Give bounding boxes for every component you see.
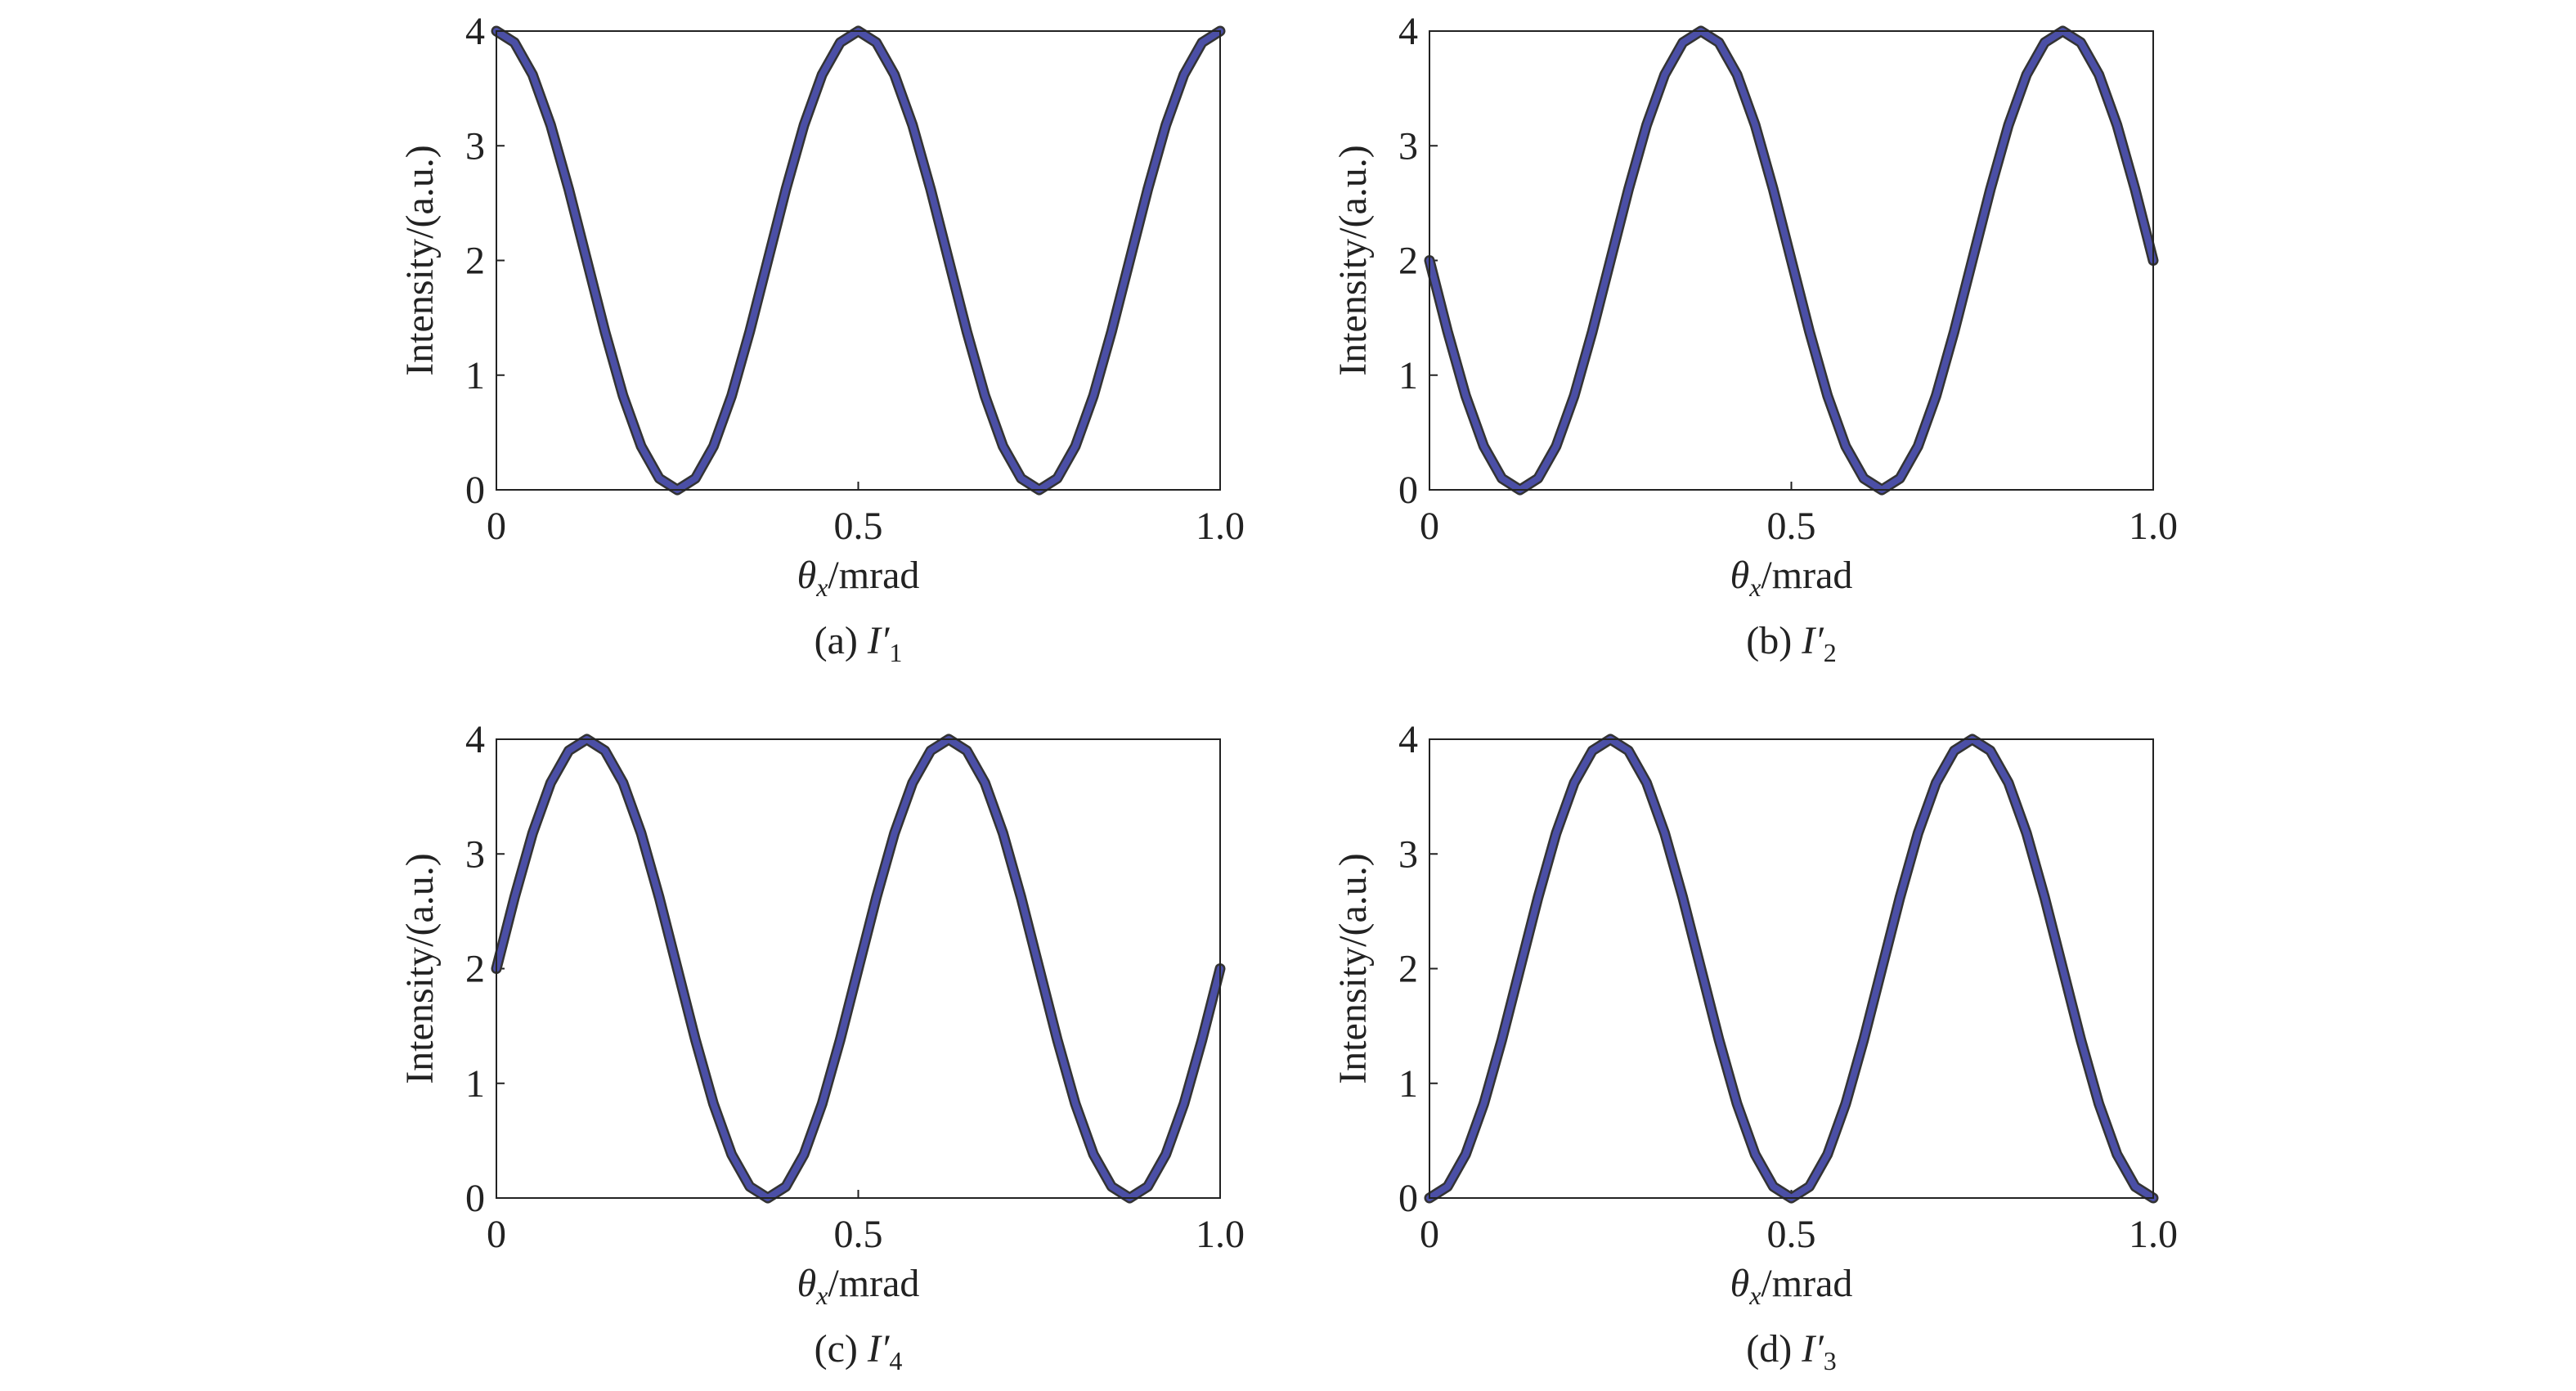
y-tick-label: 3: [1398, 832, 1418, 876]
x-tick-label: 0: [1420, 1213, 1439, 1256]
x-tick-label: 0: [1420, 505, 1439, 548]
x-tick-label: 1.0: [2129, 1213, 2178, 1256]
curve-outline: [491, 25, 1226, 496]
caption-subscript: 4: [889, 1346, 902, 1375]
x-tick-label: 1.0: [1196, 1213, 1245, 1256]
caption-symbol: I′: [867, 619, 891, 662]
plot-frame: [496, 30, 1221, 491]
x-tick-label: 1.0: [2129, 505, 2178, 548]
x-tick-label: 0: [487, 1213, 506, 1256]
y-tick-label: 1: [1398, 354, 1418, 397]
x-axis-label: θx/mrad: [1730, 1262, 1853, 1310]
x-tick-label: 0.5: [834, 505, 883, 548]
x-label-unit: /mrad: [828, 1262, 919, 1305]
x-axis-label: θx/mrad: [797, 554, 920, 602]
curve: [1426, 736, 2156, 1201]
y-tick-label: 0: [1398, 469, 1418, 512]
plot-frame: [1429, 30, 2154, 491]
x-label-unit: /mrad: [1761, 554, 1852, 597]
x-label-symbol: θ: [797, 554, 817, 597]
y-tick-label: 3: [1398, 124, 1418, 168]
y-tick-label: 2: [1398, 948, 1418, 991]
y-tick-label: 0: [465, 1177, 485, 1220]
y-tick-label: 4: [465, 718, 485, 761]
y-tick-label: 3: [465, 124, 485, 168]
y-tick-label: 1: [1398, 1062, 1418, 1106]
x-label-subscript: x: [1748, 1281, 1761, 1310]
panel: 0 1 2 3 4 0 0.5 1.0 Intensity/(a.u.) θx/mrad (a) I′…: [398, 10, 1245, 667]
y-tick-label: 4: [465, 10, 485, 53]
x-label-unit: /mrad: [1761, 1262, 1852, 1305]
caption: (b) I′2: [1746, 619, 1836, 667]
y-axis-label: Intensity/(a.u.): [1331, 853, 1375, 1084]
x-tick-label: 0.5: [1767, 505, 1816, 548]
caption: (d) I′3: [1746, 1327, 1836, 1375]
x-label-subscript: x: [815, 1281, 828, 1310]
curve: [493, 736, 1223, 1201]
y-tick-label: 2: [1398, 240, 1418, 283]
x-tick-label: 0.5: [1767, 1213, 1816, 1256]
y-tick-label: 2: [465, 948, 485, 991]
caption-label: (a): [815, 619, 858, 662]
y-tick-label: 0: [1398, 1177, 1418, 1220]
x-label-symbol: θ: [1730, 554, 1750, 597]
y-axis-label: Intensity/(a.u.): [1331, 145, 1375, 376]
caption-symbol: I′: [1801, 619, 1824, 662]
panel: 0 1 2 3 4 0 0.5 1.0 Intensity/(a.u.) θx/mrad (c) I′…: [398, 718, 1245, 1375]
x-label-symbol: θ: [797, 1262, 817, 1305]
x-tick-label: 0: [487, 505, 506, 548]
y-tick-label: 1: [465, 354, 485, 397]
caption-symbol: I′: [1801, 1327, 1824, 1371]
plot-frame: [496, 738, 1221, 1199]
caption: (c) I′4: [815, 1327, 903, 1375]
x-label-subscript: x: [815, 572, 828, 602]
y-tick-label: 1: [465, 1062, 485, 1106]
caption-subscript: 2: [1824, 638, 1837, 667]
y-tick-label: 0: [465, 469, 485, 512]
caption-symbol: I′: [867, 1327, 891, 1371]
curve: [493, 28, 1223, 493]
x-label-unit: /mrad: [828, 554, 919, 597]
x-tick-label: 1.0: [1196, 505, 1245, 548]
panel: 0 1 2 3 4 0 0.5 1.0 Intensity/(a.u.) θx/mrad (b) I′…: [1331, 10, 2178, 667]
caption-label: (b): [1746, 619, 1792, 662]
x-axis-label: θx/mrad: [1730, 554, 1853, 602]
panel: 0 1 2 3 4 0 0.5 1.0 Intensity/(a.u.) θx/mrad (d) I′…: [1331, 718, 2178, 1375]
y-tick-label: 2: [465, 240, 485, 283]
plot-frame: [1429, 738, 2154, 1199]
caption-label: (d): [1746, 1327, 1792, 1371]
y-tick-label: 3: [465, 832, 485, 876]
caption: (a) I′1: [815, 619, 903, 667]
y-tick-label: 4: [1398, 10, 1418, 53]
x-axis-label: θx/mrad: [797, 1262, 920, 1310]
x-label-symbol: θ: [1730, 1262, 1750, 1305]
curve: [1426, 28, 2156, 493]
y-axis-label: Intensity/(a.u.): [398, 853, 442, 1084]
y-axis-label: Intensity/(a.u.): [398, 145, 442, 376]
x-label-subscript: x: [1748, 572, 1761, 602]
caption-label: (c): [815, 1327, 858, 1371]
caption-subscript: 3: [1824, 1346, 1837, 1375]
curve-outline: [1424, 734, 2159, 1204]
caption-subscript: 1: [889, 638, 902, 667]
x-tick-label: 0.5: [834, 1213, 883, 1256]
y-tick-label: 4: [1398, 718, 1418, 761]
